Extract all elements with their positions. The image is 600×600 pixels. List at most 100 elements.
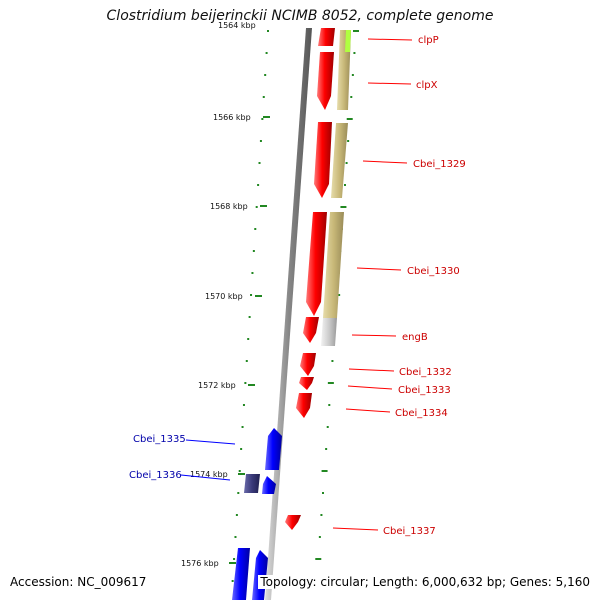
gene-arrow — [232, 548, 250, 600]
scale-label: 1570 kbp — [205, 292, 243, 301]
gene-arrow-cbei-1332 — [300, 353, 316, 376]
label-leader-line — [356, 267, 402, 271]
tick-mark — [240, 448, 243, 450]
gene-arrow-cbei-1333 — [299, 377, 314, 390]
gene-arrow-cbei-1330 — [306, 212, 327, 316]
rna-gene-block — [244, 474, 260, 493]
tick-mark — [344, 184, 346, 186]
gene-label-cbei-1329[interactable]: Cbei_1329 — [413, 159, 466, 170]
tick-mark — [265, 52, 268, 54]
tick-mark — [326, 426, 329, 428]
label-leader-line — [351, 334, 397, 337]
tick-mark — [245, 360, 248, 362]
scale-major-tick — [248, 384, 255, 386]
gene-label-engb[interactable]: engB — [402, 332, 428, 343]
tick-mark — [252, 250, 255, 252]
tick-mark — [242, 404, 245, 406]
label-leader-line — [332, 527, 379, 531]
tick-mark — [347, 140, 350, 142]
label-leader-line — [367, 82, 412, 85]
label-leader-line — [348, 368, 395, 372]
scale-major-tick — [238, 473, 245, 475]
gene-arrow-cbei-1336 — [262, 476, 276, 494]
reverse-strand-genes — [232, 428, 282, 600]
tick-mark — [237, 492, 240, 494]
scale-label: 1574 kbp — [190, 470, 228, 479]
label-leader-line — [185, 439, 236, 445]
gene-label-cbei-1332[interactable]: Cbei_1332 — [399, 367, 452, 378]
tick-mark — [255, 206, 258, 208]
tick-mark — [325, 448, 328, 450]
tick-mark — [350, 96, 353, 98]
tick-mark-ring — [231, 30, 359, 582]
gene-labels: clpP clpX Cbei_1329 Cbei_1330 engB Cbei_1332 C… — [129, 35, 466, 537]
gene-label-cbei-1330[interactable]: Cbei_1330 — [407, 266, 460, 277]
label-leader-line — [180, 474, 231, 481]
gene-label-cbei-1333[interactable]: Cbei_1333 — [398, 385, 451, 396]
gene-arrow-clpX — [317, 52, 334, 110]
gene-arrow-clpP — [318, 28, 335, 46]
cog-segment — [323, 212, 344, 318]
accession-text: Accession: NC_009617 — [8, 575, 149, 589]
scale-label: 1566 kbp — [213, 113, 251, 122]
tick-mark — [241, 426, 244, 428]
tick-mark — [320, 514, 323, 516]
label-leader-line — [367, 38, 413, 41]
scale-label: 1568 kbp — [210, 202, 248, 211]
tick-mark — [233, 558, 236, 560]
genome-backbone — [265, 28, 312, 600]
tick-mark — [353, 30, 359, 32]
tick-mark — [315, 558, 322, 560]
tick-mark — [351, 74, 354, 76]
tick-mark — [244, 382, 247, 384]
scale-label: 1572 kbp — [198, 381, 236, 390]
gene-label-clpp[interactable]: clpP — [418, 35, 439, 46]
tick-mark — [259, 140, 262, 142]
cog-segment-highlight — [345, 30, 351, 52]
gene-arrow-cbei-1337 — [285, 515, 301, 530]
scale-major-tick — [255, 295, 262, 297]
tick-mark — [235, 514, 238, 516]
scale-major-tick — [260, 205, 267, 207]
tick-mark — [258, 162, 261, 164]
tick-mark — [234, 536, 237, 538]
gene-label-cbei-1334[interactable]: Cbei_1334 — [395, 408, 448, 419]
label-leader-line — [345, 408, 391, 413]
tick-mark — [331, 360, 334, 362]
scale-ruler: 1566 kbp 1568 kbp 1570 kbp 1572 kbp 1574 kbp… — [181, 113, 270, 568]
forward-strand-genes — [285, 28, 335, 530]
gene-label-cbei-1336[interactable]: Cbei_1336 — [129, 470, 182, 481]
gene-label-cbei-1337[interactable]: Cbei_1337 — [383, 526, 436, 537]
topology-text: Topology: circular; Length: 6,000,632 bp… — [258, 575, 592, 589]
tick-mark — [267, 30, 269, 32]
tick-mark — [254, 228, 257, 230]
tick-mark — [322, 492, 324, 494]
scale-major-tick — [263, 116, 270, 118]
tick-mark — [247, 338, 250, 340]
tick-mark — [346, 118, 353, 120]
gene-label-clpx[interactable]: clpX — [416, 80, 438, 91]
gene-arrow-engB — [303, 317, 319, 343]
gene-arrow-cbei-1335 — [265, 428, 282, 470]
tick-mark — [340, 206, 347, 208]
label-leader-line — [362, 160, 408, 164]
map-title: Clostridium beijerinckii NCIMB 8052, com… — [106, 8, 494, 24]
tick-mark — [345, 162, 348, 164]
tick-mark — [248, 316, 251, 318]
cog-segment-hypothetical — [321, 318, 337, 346]
tick-mark — [264, 74, 267, 76]
gene-label-cbei-1335[interactable]: Cbei_1335 — [133, 434, 186, 445]
scale-label: 1576 kbp — [181, 559, 219, 568]
scale-label-partial: 1564 kbp — [218, 21, 256, 30]
cog-segment — [331, 123, 348, 198]
tick-mark — [327, 382, 334, 384]
tick-mark — [257, 184, 260, 186]
tick-mark — [251, 272, 254, 274]
tick-mark — [353, 52, 356, 54]
gene-arrow-cbei-1329 — [314, 122, 332, 198]
tick-mark — [261, 118, 264, 120]
gene-arrow-cbei-1334 — [296, 393, 312, 418]
cog-track — [321, 30, 351, 346]
tick-mark — [231, 580, 234, 582]
